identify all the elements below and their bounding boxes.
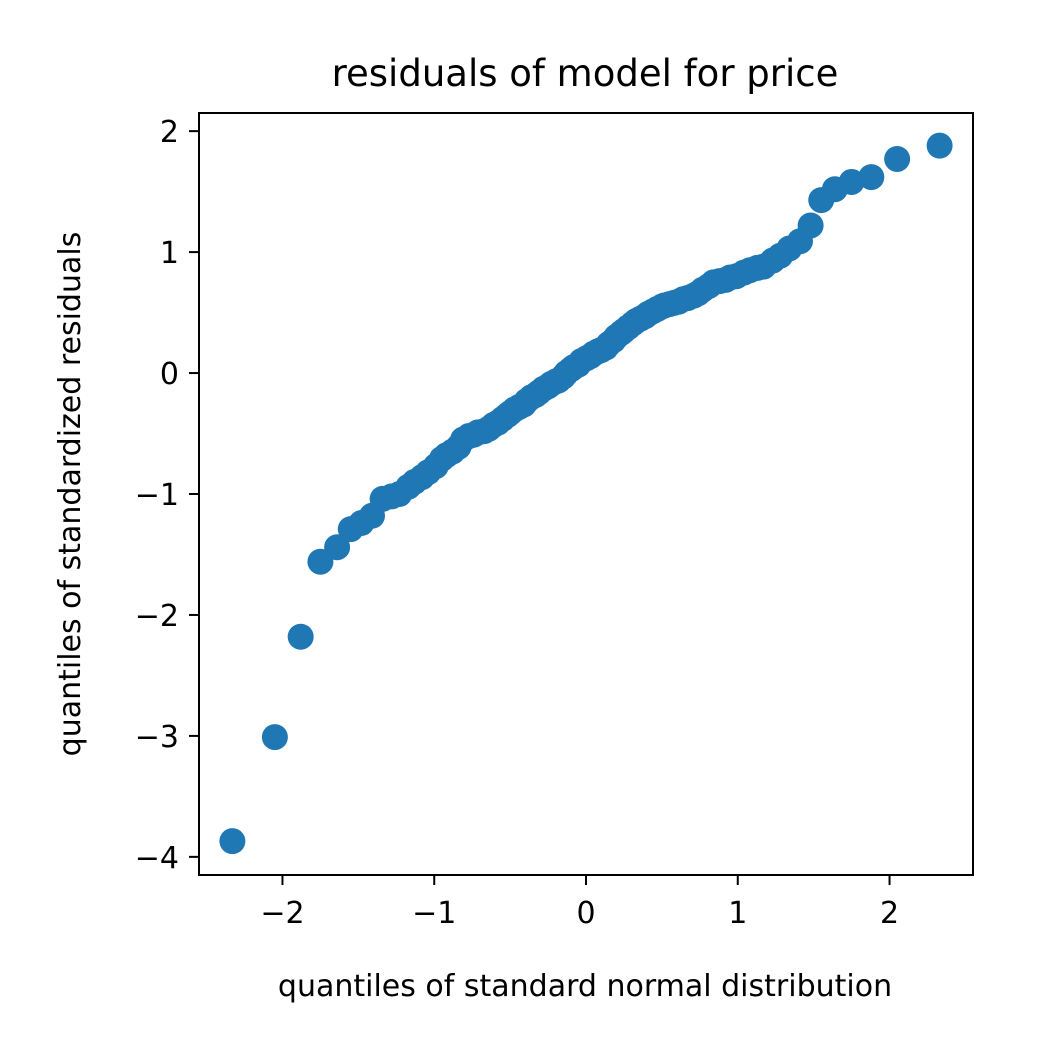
scatter-point xyxy=(287,623,314,650)
y-tick-label: 2 xyxy=(160,115,179,150)
x-tick-label: 2 xyxy=(880,896,899,931)
scatter-point xyxy=(926,132,953,159)
x-axis-label: quantiles of standard normal distributio… xyxy=(278,969,892,1004)
scatter-point xyxy=(797,212,824,239)
plot-area-frame xyxy=(198,112,974,876)
scatter-point xyxy=(858,164,885,191)
y-tick-label: 0 xyxy=(160,357,179,392)
scatter-point xyxy=(324,534,351,561)
y-tick-label: −3 xyxy=(135,720,179,755)
y-tick-label: −2 xyxy=(135,599,179,634)
y-axis-ticks: −4 −3 −2 −1 0 1 2 xyxy=(135,115,199,876)
x-axis-ticks: −2 −1 0 1 2 xyxy=(260,875,899,931)
chart-title: residuals of model for price xyxy=(332,52,839,95)
y-axis-label: quantiles of standardized residuals xyxy=(53,232,88,757)
y-tick-label: 1 xyxy=(160,236,179,271)
y-tick-label: −1 xyxy=(135,478,179,513)
x-tick-label: 0 xyxy=(576,896,595,931)
x-tick-label: −2 xyxy=(260,896,304,931)
y-tick-label: −4 xyxy=(135,841,179,876)
scatter-point xyxy=(838,168,865,195)
scatter-point xyxy=(884,145,911,172)
scatter-points xyxy=(219,132,953,855)
scatter-point xyxy=(219,828,246,855)
x-tick-label: −1 xyxy=(412,896,456,931)
x-tick-label: 1 xyxy=(728,896,747,931)
scatter-point xyxy=(261,724,288,751)
